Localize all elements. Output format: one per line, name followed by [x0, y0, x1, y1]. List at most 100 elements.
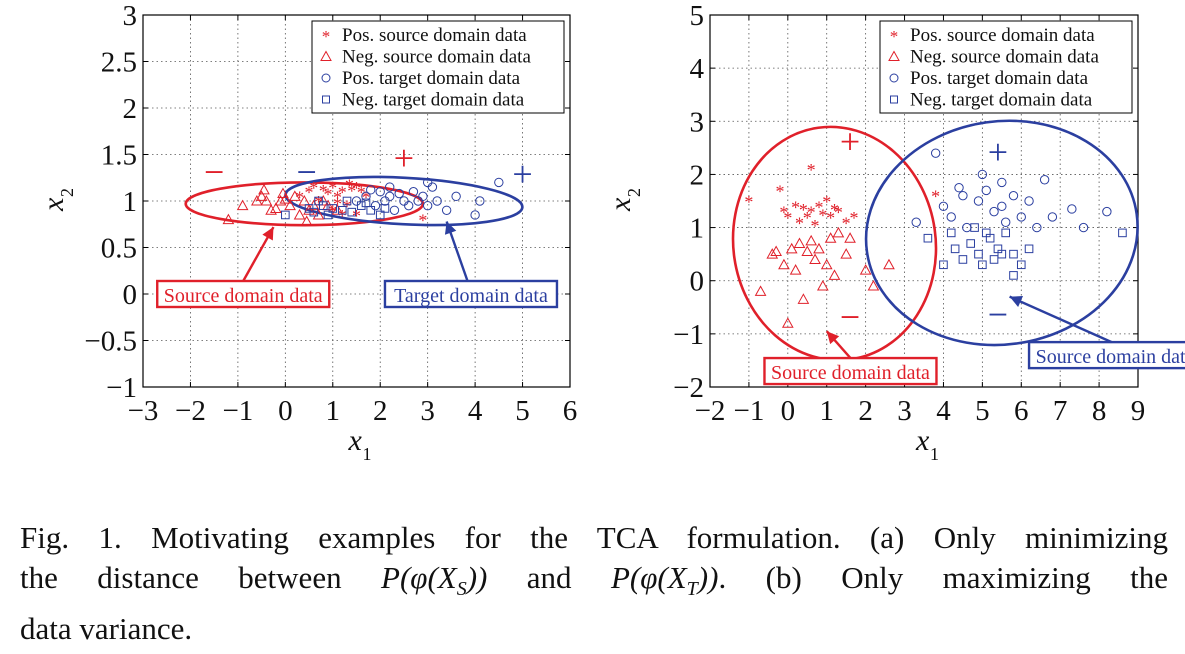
legend-marker-star: * [890, 27, 899, 46]
data-point-neg-source [820, 258, 833, 270]
data-point-pos-source: * [333, 187, 342, 207]
data-point-pos-target [1102, 206, 1112, 217]
data-point-neg-source [236, 199, 249, 211]
data-point-pos-target [385, 191, 395, 202]
data-point-pos-target [1078, 222, 1089, 233]
data-point-pos-target [1032, 222, 1042, 233]
caption-text-2c: . (b) Only maximizing the [718, 560, 1169, 595]
x-tick-label: 4 [936, 395, 951, 427]
x-tick-label: −1 [733, 395, 764, 427]
data-point-neg-target [974, 249, 983, 259]
x-tick-label: 5 [975, 395, 990, 427]
data-point-pos-source: * [849, 208, 858, 228]
x-tick-label: 1 [326, 395, 341, 427]
data-point-neg-target [1009, 271, 1018, 280]
legend-entry: Pos. source domain data [342, 25, 527, 46]
data-point-neg-target [361, 198, 371, 208]
data-point-pos-source: * [783, 208, 792, 228]
data-point-pos-source: * [818, 205, 827, 225]
data-point-pos-target [385, 182, 395, 192]
x-tick-label: 2 [858, 395, 873, 427]
data-point-neg-target [281, 210, 290, 220]
data-point-neg-source [260, 194, 273, 206]
y-tick-label: 2 [690, 159, 705, 191]
y-tick-label: 1 [123, 186, 138, 218]
x-tick-label: 0 [278, 395, 293, 427]
data-point-pos-source: * [779, 203, 788, 223]
y-tick-label: 2.5 [101, 47, 137, 79]
x-axis-label-sub: 1 [930, 444, 939, 464]
data-point-neg-target [989, 255, 999, 264]
data-point-neg-source [293, 208, 306, 220]
annotation-arrow-head [444, 221, 457, 235]
data-point-pos-source: * [791, 197, 800, 217]
legend-marker-triangle [888, 50, 900, 61]
data-point-neg-source [331, 204, 344, 215]
data-point-neg-target [966, 239, 975, 248]
x-tick-label: 4 [468, 395, 483, 427]
data-point-neg-source [258, 183, 270, 195]
legend-entry: Pos. target domain data [910, 68, 1089, 89]
data-point-neg-target [314, 196, 323, 206]
y-tick-label: 4 [690, 53, 705, 85]
data-point-pos-source: * [931, 187, 940, 207]
data-point-neg-source [274, 194, 287, 206]
y-axis-label-sub: 2 [624, 188, 644, 197]
annotation-arrow-head [1009, 296, 1024, 308]
data-point-pos-target [958, 190, 968, 201]
data-point-neg-source [322, 199, 334, 211]
target-ellipse [864, 119, 1139, 347]
data-point-pos-target [1024, 196, 1034, 206]
x-tick-label: 2 [373, 395, 388, 427]
data-point-pos-target [938, 201, 949, 212]
sign-marker: + [512, 154, 532, 194]
caption-line-2: the distance between P(φ(XS)) and P(φ(XT… [20, 558, 1168, 609]
data-point-neg-source [770, 245, 782, 256]
data-point-neg-source [317, 194, 330, 206]
caption-text-3: data variance. [20, 611, 193, 647]
annotation-box [383, 279, 559, 309]
y-axis-label-group: x2 [604, 188, 644, 212]
data-point-pos-target [1067, 204, 1077, 214]
data-point-neg-target [323, 210, 333, 220]
legend-marker-square [322, 95, 330, 104]
data-point-pos-source: * [744, 192, 753, 212]
data-point-pos-target [911, 217, 921, 227]
y-axis-label-group: x2 [37, 188, 77, 212]
data-point-pos-source: * [803, 208, 812, 228]
data-point-pos-source: * [343, 197, 352, 217]
annotation-arrow-head [826, 331, 840, 345]
data-point-pos-source: * [361, 187, 370, 207]
data-point-pos-source: * [347, 181, 356, 201]
annotation-label: Source domain data [1036, 346, 1185, 368]
legend-entry: Neg. source domain data [910, 47, 1099, 68]
annotation-label: Source domain data [771, 362, 930, 384]
data-point-pos-source: * [357, 183, 366, 203]
data-point-neg-source [801, 245, 814, 256]
data-point-neg-source [813, 242, 825, 254]
sign-marker: + [988, 132, 1008, 172]
data-point-neg-target [978, 260, 987, 270]
data-point-pos-source: * [333, 194, 342, 214]
legend-entry: Pos. target domain data [342, 68, 521, 89]
data-point-neg-source [828, 269, 841, 280]
data-point-neg-target [347, 207, 357, 217]
y-tick-label: −0.5 [84, 326, 137, 358]
data-point-pos-target [989, 206, 999, 217]
data-point-neg-target [923, 233, 933, 243]
data-point-pos-source: * [795, 213, 804, 233]
plot-frame [709, 14, 1139, 388]
legend-entry: Neg. target domain data [910, 90, 1093, 111]
data-point-neg-source [277, 187, 289, 199]
data-point-pos-target [351, 196, 362, 206]
legend-marker-circle [889, 73, 899, 83]
data-point-neg-target [958, 255, 968, 264]
sign-marker: + [394, 138, 414, 178]
data-point-neg-source [840, 248, 853, 259]
caption-text-1: Fig. 1. Motivating examples for the TCA … [20, 520, 1168, 555]
caption-text-2b: and [526, 560, 572, 595]
data-point-neg-source [809, 253, 821, 264]
data-point-pos-source: * [328, 201, 337, 221]
data-point-pos-source: * [822, 192, 831, 212]
caption-line-1: Fig. 1. Motivating examples for the TCA … [20, 518, 1168, 558]
